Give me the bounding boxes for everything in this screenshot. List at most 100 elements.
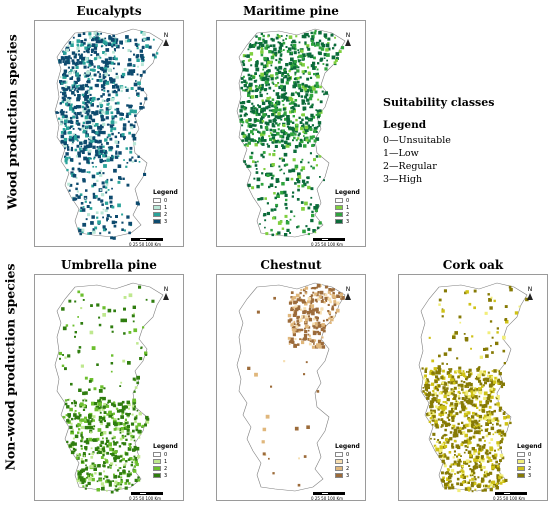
suitability-cell <box>274 108 279 112</box>
suitability-cell <box>89 139 94 144</box>
suitability-cell <box>423 376 426 379</box>
suitability-cell <box>482 416 486 420</box>
suitability-cell <box>71 41 74 44</box>
suitability-cell <box>281 227 285 230</box>
suitability-cell <box>307 54 311 58</box>
suitability-cell <box>268 86 272 90</box>
suitability-cell <box>70 125 73 128</box>
suitability-cell <box>320 42 324 46</box>
suitability-cell <box>468 418 472 422</box>
suitability-cell <box>120 86 124 89</box>
suitability-cell <box>77 422 82 427</box>
suitability-cell <box>77 470 80 473</box>
suitability-cell <box>276 68 280 72</box>
suitability-cell <box>112 85 116 89</box>
suitability-cell <box>91 99 95 103</box>
suitability-cell <box>121 133 125 137</box>
map-legend-label: 2 <box>528 465 532 472</box>
suitability-cell <box>130 473 132 476</box>
suitability-cell <box>472 418 475 421</box>
suitability-cell <box>489 383 493 388</box>
suitability-cell <box>306 44 310 48</box>
suitability-cell <box>91 111 95 115</box>
suitability-cell <box>286 73 290 76</box>
suitability-cell <box>286 118 291 123</box>
suitability-cell <box>136 409 139 412</box>
map-legend-row: 0 <box>517 451 542 458</box>
suitability-cell <box>133 455 136 458</box>
suitability-cell <box>440 419 442 422</box>
suitability-cell <box>109 453 112 455</box>
country-outline <box>54 282 164 492</box>
suitability-cell <box>137 422 141 427</box>
suitability-cell <box>491 480 496 484</box>
suitability-cell <box>332 47 335 50</box>
suitability-cell <box>255 89 259 92</box>
suitability-cell <box>78 412 81 415</box>
suitability-cell <box>78 228 82 233</box>
suitability-cell <box>432 432 436 436</box>
suitability-cell <box>139 102 142 105</box>
suitability-cell <box>242 75 245 78</box>
suitability-cell <box>273 296 276 300</box>
suitability-cell <box>469 399 474 404</box>
suitability-cell <box>80 439 83 443</box>
suitability-cell <box>484 417 488 421</box>
suitability-cell <box>314 298 318 302</box>
suitability-cell <box>294 309 297 313</box>
suitability-cell <box>103 66 108 71</box>
suitability-cell <box>488 441 491 444</box>
suitability-cell <box>240 118 243 121</box>
suitability-cell <box>100 211 104 215</box>
suitability-cell <box>464 291 467 295</box>
suitability-cell <box>121 72 126 77</box>
suitability-cell <box>444 424 448 427</box>
suitability-cell <box>328 311 332 315</box>
suitability-cell <box>481 477 485 481</box>
suitability-cell <box>462 431 466 435</box>
suitability-cell <box>67 58 70 61</box>
suitability-cell <box>441 308 444 310</box>
suitability-cell <box>243 106 246 109</box>
suitability-cell <box>469 394 473 398</box>
suitability-cell <box>491 351 494 354</box>
suitability-cell <box>74 410 77 412</box>
suitability-cell <box>94 226 98 230</box>
suitability-cell <box>299 338 301 340</box>
suitability-cell <box>120 480 124 484</box>
suitability-cell <box>105 111 110 115</box>
suitability-cell <box>494 417 499 421</box>
suitability-cell <box>489 446 493 450</box>
suitability-cell <box>261 110 264 113</box>
map-legend-label: 3 <box>346 472 350 479</box>
suitability-cell <box>106 461 109 464</box>
suitability-cell <box>458 366 462 370</box>
suitability-cell <box>293 60 297 64</box>
panel-title-umbrella-pine: Umbrella pine <box>61 258 157 272</box>
suitability-cell <box>472 466 477 470</box>
suitability-cell <box>102 216 104 219</box>
suitability-cell <box>460 403 465 407</box>
suitability-cell <box>70 382 73 386</box>
suitability-cell <box>259 223 261 225</box>
suitability-cell <box>442 420 446 424</box>
suitability-cell <box>305 121 309 125</box>
suitability-cell <box>284 202 288 206</box>
suitability-cell <box>273 104 277 108</box>
suitability-cell <box>131 69 136 73</box>
suitability-cell <box>102 87 106 90</box>
suitability-cell <box>492 423 494 426</box>
north-label: N <box>163 286 169 293</box>
suitability-cell <box>459 410 462 414</box>
suitability-cell <box>298 116 301 119</box>
suitability-cell <box>266 57 269 59</box>
suitability-cell <box>293 311 298 315</box>
suitability-cell <box>276 33 279 36</box>
suitability-cell <box>478 447 482 451</box>
suitability-cell <box>336 57 339 60</box>
suitability-cell <box>79 421 83 424</box>
suitability-cell <box>66 419 70 423</box>
suitability-cell <box>299 121 303 124</box>
suitability-cell <box>493 409 496 413</box>
suitability-cell <box>443 441 446 445</box>
